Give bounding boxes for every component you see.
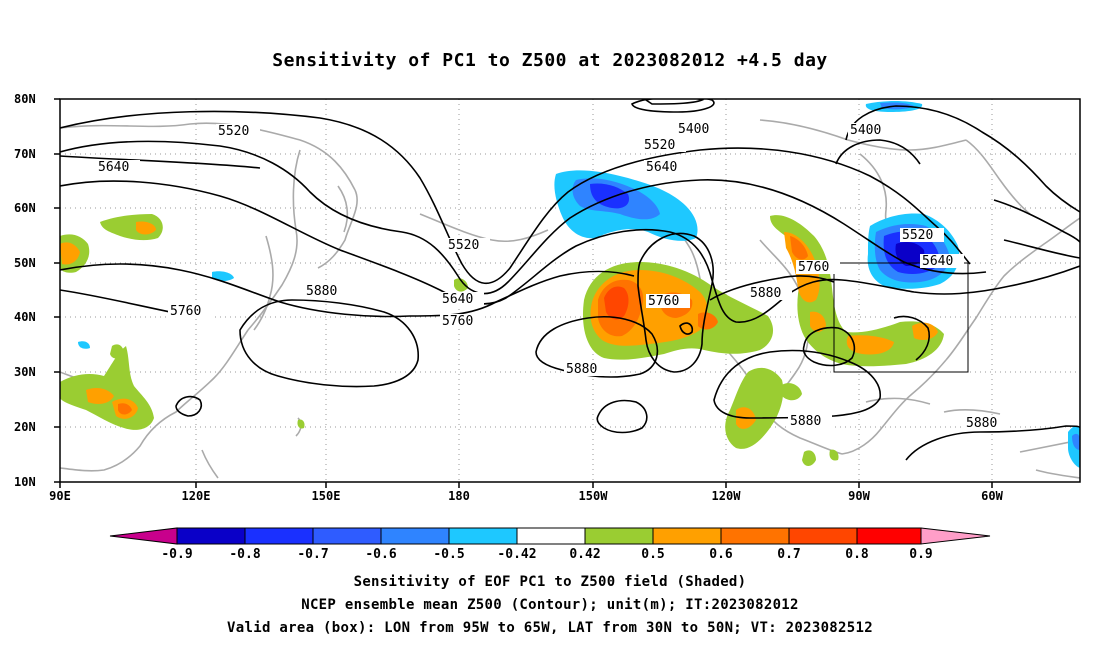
lon-label-150w: 150W bbox=[579, 489, 609, 503]
lon-label-120e: 120E bbox=[182, 489, 211, 503]
contour-label: 5640 bbox=[442, 292, 473, 307]
contour-label: 5760 bbox=[798, 260, 829, 275]
colorbar-label: -0.8 bbox=[229, 547, 260, 562]
lat-label-50n: 50N bbox=[14, 256, 36, 270]
colorbar-bin bbox=[652, 527, 722, 545]
lat-label-40n: 40N bbox=[14, 310, 36, 324]
valid-area-box bbox=[833, 262, 969, 373]
contour-label: 5880 bbox=[790, 414, 821, 429]
map-area bbox=[60, 99, 1080, 482]
lon-label-90w: 90W bbox=[848, 489, 870, 503]
contour-label: 5640 bbox=[646, 160, 677, 175]
colorbar-label: 0.8 bbox=[845, 547, 869, 562]
contour-label: 5880 bbox=[966, 416, 997, 431]
contour-label: 5760 bbox=[170, 304, 201, 319]
caption-line-1: Sensitivity of EOF PC1 to Z500 field (Sh… bbox=[353, 574, 747, 590]
contour-labels: 5520 5640 5760 5880 5520 5640 5760 5400 … bbox=[96, 122, 1008, 431]
chart-title: Sensitivity of PC1 to Z500 at 2023082012… bbox=[272, 50, 828, 71]
caption-line-3: Valid area (box): LON from 95W to 65W, L… bbox=[227, 620, 873, 636]
caption-line-2: NCEP ensemble mean Z500 (Contour); unit(… bbox=[301, 597, 799, 613]
colorbar-bin bbox=[584, 527, 654, 545]
lon-label-180: 180 bbox=[448, 489, 470, 503]
colorbar-bin bbox=[244, 527, 314, 545]
lat-label-30n: 30N bbox=[14, 365, 36, 379]
colorbar-label: -0.5 bbox=[433, 547, 464, 562]
lon-label-120w: 120W bbox=[712, 489, 742, 503]
lon-label-150e: 150E bbox=[312, 489, 341, 503]
colorbar-bin bbox=[448, 527, 518, 545]
contour-label: 5880 bbox=[750, 286, 781, 301]
contour-label: 5640 bbox=[922, 254, 953, 269]
contour-label: 5640 bbox=[98, 160, 129, 175]
contour-label: 5400 bbox=[850, 123, 881, 138]
colorbar-bin bbox=[788, 527, 858, 545]
lat-label-70n: 70N bbox=[14, 147, 36, 161]
colorbar-tip-left bbox=[109, 527, 178, 545]
colorbar-label: 0.5 bbox=[641, 547, 664, 562]
contour-label: 5760 bbox=[648, 294, 679, 309]
colorbar-label: -0.6 bbox=[365, 547, 396, 562]
colorbar-bin bbox=[176, 527, 246, 545]
lat-label-80n: 80N bbox=[14, 92, 36, 106]
colorbar-label: 0.9 bbox=[909, 547, 932, 562]
lat-label-10n: 10N bbox=[14, 475, 36, 489]
colorbar-bin bbox=[380, 527, 450, 545]
colorbar-bin bbox=[720, 527, 790, 545]
lat-label-20n: 20N bbox=[14, 420, 36, 434]
colorbar-label: 0.42 bbox=[569, 547, 600, 562]
contour-label: 5520 bbox=[218, 124, 249, 139]
colorbar-label: -0.7 bbox=[297, 547, 328, 562]
map-frame bbox=[59, 98, 1081, 483]
contour-label: 5520 bbox=[448, 238, 479, 253]
colorbar-bin bbox=[856, 527, 922, 545]
contour-label: 5880 bbox=[306, 284, 337, 299]
lon-label-90e: 90E bbox=[49, 489, 71, 503]
colorbar-label: -0.9 bbox=[161, 547, 192, 562]
contour-label: 5400 bbox=[678, 122, 709, 137]
lon-label-60w: 60W bbox=[981, 489, 1003, 503]
colorbar-label: 0.7 bbox=[777, 547, 800, 562]
colorbar-tip-right bbox=[920, 527, 991, 545]
lat-label-60n: 60N bbox=[14, 201, 36, 215]
z500-contours bbox=[60, 99, 1080, 461]
colorbar-bin bbox=[312, 527, 382, 545]
contour-label: 5760 bbox=[442, 314, 473, 329]
contour-label: 5520 bbox=[902, 228, 933, 243]
colorbar bbox=[109, 527, 991, 545]
colorbar-label: 0.6 bbox=[709, 547, 733, 562]
contour-label: 5880 bbox=[566, 362, 597, 377]
colorbar-bin bbox=[516, 527, 586, 545]
contour-label: 5520 bbox=[644, 138, 675, 153]
colorbar-label: -0.42 bbox=[497, 547, 536, 562]
